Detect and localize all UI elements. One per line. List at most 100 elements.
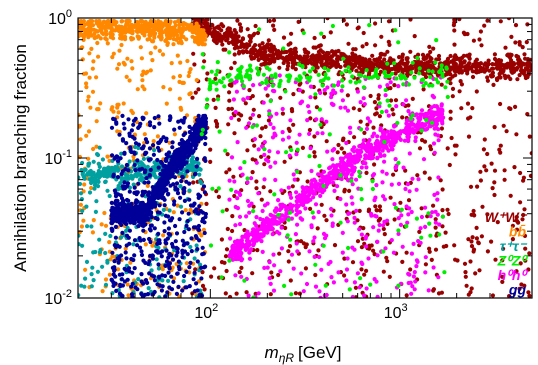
data-point xyxy=(498,75,503,80)
data-point xyxy=(330,157,335,162)
data-point xyxy=(347,56,352,62)
data-point xyxy=(272,27,277,32)
data-point xyxy=(444,59,449,64)
data-point xyxy=(485,75,490,80)
data-point xyxy=(187,265,192,270)
data-point xyxy=(363,236,368,241)
data-point xyxy=(322,213,327,218)
data-point xyxy=(260,220,265,226)
data-point xyxy=(235,206,240,211)
data-point xyxy=(364,244,369,249)
data-point xyxy=(273,160,278,165)
data-point xyxy=(109,200,114,205)
data-point xyxy=(466,134,472,139)
data-point xyxy=(322,54,328,59)
data-point xyxy=(404,98,409,103)
data-point xyxy=(393,98,399,103)
data-point xyxy=(139,174,144,180)
data-point xyxy=(453,152,458,157)
data-point xyxy=(146,157,151,162)
data-point xyxy=(277,207,282,213)
data-point xyxy=(82,176,87,181)
data-point xyxy=(232,52,237,57)
data-point xyxy=(262,162,267,167)
data-point xyxy=(119,25,124,30)
data-point xyxy=(162,229,167,234)
data-point xyxy=(156,262,161,267)
data-point xyxy=(338,196,343,202)
data-point xyxy=(384,255,389,260)
data-point xyxy=(508,106,513,111)
data-point xyxy=(180,210,185,215)
data-point xyxy=(423,262,428,267)
data-point xyxy=(436,53,442,59)
data-point xyxy=(246,293,251,298)
data-point xyxy=(129,201,134,206)
data-point xyxy=(117,48,122,53)
data-point xyxy=(156,238,161,243)
data-point xyxy=(355,271,360,276)
data-point xyxy=(276,198,281,203)
data-point xyxy=(490,70,495,75)
data-point xyxy=(89,224,94,229)
data-point xyxy=(260,208,265,214)
data-point xyxy=(474,236,479,241)
data-point xyxy=(350,182,355,187)
data-point xyxy=(254,179,259,184)
data-point xyxy=(302,60,307,65)
data-point xyxy=(120,137,125,142)
data-point xyxy=(195,156,200,161)
data-point xyxy=(319,202,324,207)
data-point xyxy=(82,168,87,173)
data-point xyxy=(419,108,425,113)
data-point xyxy=(84,81,89,86)
data-point xyxy=(194,122,199,127)
data-point xyxy=(120,113,125,118)
data-point xyxy=(177,217,182,222)
data-point xyxy=(375,253,380,258)
data-point xyxy=(470,64,475,69)
data-point xyxy=(113,194,119,199)
data-point xyxy=(119,42,124,48)
data-point xyxy=(265,265,270,270)
data-point xyxy=(184,223,189,228)
data-point xyxy=(211,97,216,102)
data-point xyxy=(227,178,232,183)
data-point xyxy=(115,102,120,107)
data-point xyxy=(231,174,236,179)
data-point xyxy=(179,118,184,123)
data-point xyxy=(113,235,118,240)
data-point xyxy=(297,210,302,215)
data-point xyxy=(299,271,304,276)
data-point xyxy=(103,277,109,282)
data-point xyxy=(406,198,412,203)
data-point xyxy=(165,174,170,179)
data-point xyxy=(177,36,183,41)
data-point xyxy=(114,288,119,293)
data-point xyxy=(245,95,250,100)
data-point xyxy=(285,67,290,72)
data-point xyxy=(115,175,121,180)
data-point xyxy=(482,23,487,28)
data-point xyxy=(346,41,351,46)
data-point xyxy=(448,116,453,121)
data-point xyxy=(127,228,132,233)
data-point xyxy=(438,178,443,183)
data-point xyxy=(130,294,135,298)
data-point xyxy=(160,273,165,278)
data-point xyxy=(243,101,248,106)
data-point xyxy=(269,53,274,59)
data-point xyxy=(468,290,473,295)
data-point xyxy=(125,56,130,61)
data-point xyxy=(492,125,497,130)
data-point xyxy=(139,166,145,171)
data-point xyxy=(150,243,155,248)
data-point xyxy=(157,203,162,208)
data-point xyxy=(196,87,201,92)
data-point xyxy=(95,107,100,112)
data-point xyxy=(500,274,505,279)
data-point xyxy=(527,293,532,298)
data-point xyxy=(247,33,252,39)
data-point xyxy=(139,178,144,183)
data-point xyxy=(510,223,515,228)
